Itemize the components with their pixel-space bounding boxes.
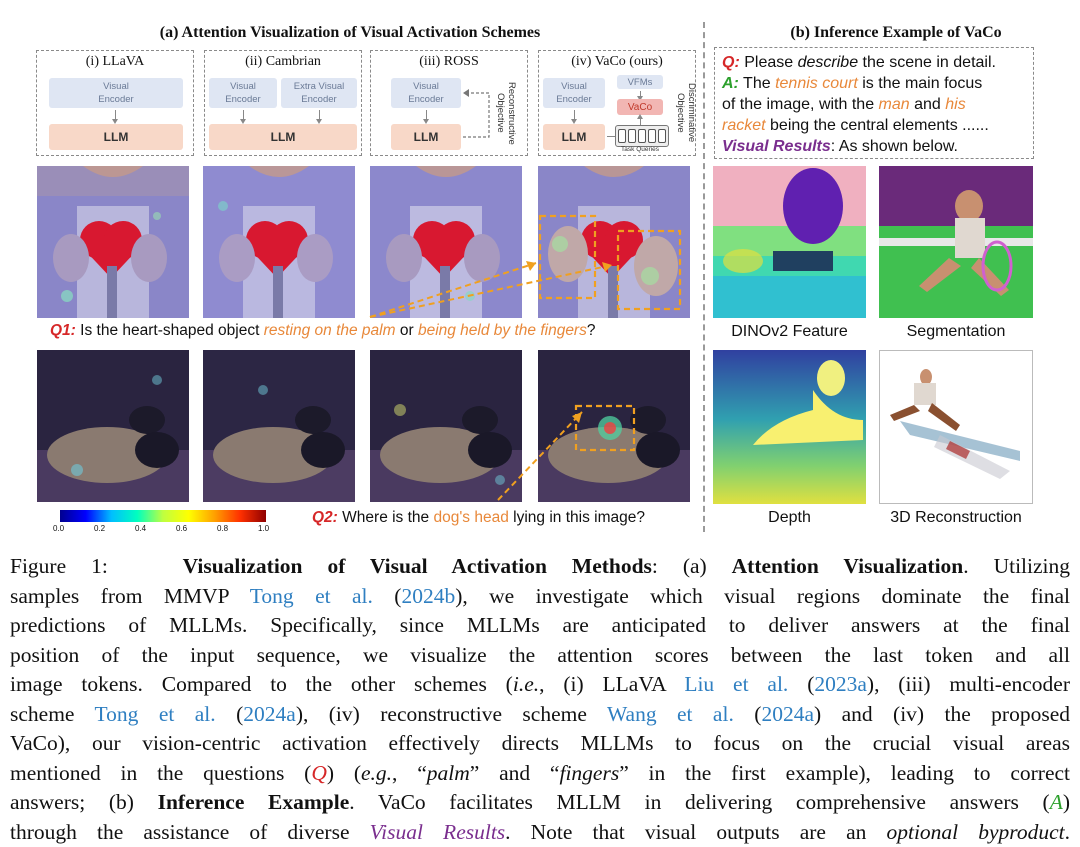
depth-map xyxy=(713,350,866,504)
q2-label: Q2: xyxy=(312,509,338,526)
caption-line: answers; (b) Inference Example. VaCo fac… xyxy=(10,788,1070,818)
inference-q-label: Q: xyxy=(722,54,740,71)
caption-line: image tokens. Compared to the other sche… xyxy=(10,670,1070,700)
citation-link[interactable]: Liu et al. xyxy=(684,672,788,696)
citation-link[interactable]: 2023a xyxy=(814,672,867,696)
question-q2: Q2: Where is the dog's head lying in thi… xyxy=(312,509,645,527)
left-section-header: (a) Attention Visualization of Visual Ac… xyxy=(0,24,700,42)
vaco-block: VaCo xyxy=(617,99,663,115)
vfms-block: VFMs xyxy=(617,75,663,89)
question-q1: Q1: Is the heart-shaped object resting o… xyxy=(50,322,595,340)
citation-link[interactable]: Tong et al. xyxy=(95,702,216,726)
attention-map-llava-q2 xyxy=(37,350,189,502)
heart-photo xyxy=(37,166,189,318)
dinov2-feature-map xyxy=(713,166,866,318)
visual-results-label: Visual Results xyxy=(722,138,831,155)
arrow-icon xyxy=(319,110,320,120)
caption-line: through the assistance of diverse Visual… xyxy=(10,818,1070,847)
panel-title: (ii) Cambrian xyxy=(205,54,361,70)
q2-highlight-dog-head: dog's head xyxy=(433,509,508,526)
reconstruction-3d-image xyxy=(879,350,1033,504)
segmentation-map xyxy=(879,166,1033,318)
arrow-icon xyxy=(574,110,575,120)
citation-link[interactable]: 2024b xyxy=(401,584,455,608)
figure-caption: Figure 1: Visualization of Visual Activa… xyxy=(10,552,1070,847)
llm-block: LLM xyxy=(209,124,357,150)
right-section-header: (b) Inference Example of VaCo xyxy=(712,24,1080,42)
caption-line: scheme Tong et al. (2024a), (iv) reconst… xyxy=(10,700,1070,730)
colorbar-ticks: 0.0 0.2 0.4 0.6 0.8 1.0 xyxy=(45,524,281,536)
dog-photo xyxy=(37,350,189,502)
task-queries-label: Task Queries xyxy=(609,146,671,153)
dog-photo xyxy=(203,350,355,502)
attention-map-cambrian-q1 xyxy=(203,166,355,318)
panel-title: (iii) ROSS xyxy=(371,54,527,70)
attention-map-llava-q1 xyxy=(37,166,189,318)
caption-line: samples from MMVP Tong et al. (2024b), w… xyxy=(10,582,1070,612)
q1-highlight-fingers: being held by the fingers xyxy=(418,322,587,339)
depth-image xyxy=(713,350,866,504)
arrow-icon xyxy=(640,91,641,97)
citation-link[interactable]: 2024a xyxy=(243,702,296,726)
arrow-icon xyxy=(607,136,615,137)
q1-label: Q1: xyxy=(50,322,76,339)
llm-block: LLM xyxy=(391,124,461,150)
caption-line: VaCo), our vision-centric activation eff… xyxy=(10,729,1070,759)
panel-title: (iv) VaCo (ours) xyxy=(539,54,695,70)
arrow-icon xyxy=(115,110,116,120)
heart-photo xyxy=(203,166,355,318)
arrow-icon xyxy=(243,110,244,120)
inference-text: Q: Please describe the scene in detail. … xyxy=(722,52,996,157)
caption-line: position of the input sequence, we visua… xyxy=(10,641,1070,671)
section-divider xyxy=(703,22,705,532)
inference-a-label: A: xyxy=(722,75,739,92)
dinov2-feature-image xyxy=(713,166,866,318)
feedback-arrow-icon xyxy=(461,87,495,143)
citation-link[interactable]: Wang et al. xyxy=(607,702,734,726)
llm-block: LLM xyxy=(49,124,183,150)
point-cloud xyxy=(880,351,1032,503)
q1-highlight-palm: resting on the palm xyxy=(264,322,396,339)
caption-line: mentioned in the questions (Q) (e.g., “p… xyxy=(10,759,1070,789)
result-label-dinov2: DINOv2 Feature xyxy=(713,323,866,341)
arrow-icon xyxy=(426,110,427,120)
result-label-segmentation: Segmentation xyxy=(879,323,1033,341)
q2-pointer-arrow xyxy=(490,390,600,510)
task-queries-block xyxy=(615,125,669,147)
panel-title: (i) LLaVA xyxy=(37,54,193,70)
caption-line: Figure 1: Visualization of Visual Activa… xyxy=(10,552,1070,582)
q1-pointer-arrows xyxy=(360,225,630,325)
segmentation-image xyxy=(879,166,1033,318)
result-label-3d: 3D Reconstruction xyxy=(879,509,1033,527)
caption-line: predictions of MLLMs. Specifically, sinc… xyxy=(10,611,1070,641)
attention-map-cambrian-q2 xyxy=(203,350,355,502)
arrow-up-icon xyxy=(637,114,643,119)
citation-link[interactable]: 2024a xyxy=(761,702,814,726)
attention-colorbar xyxy=(60,510,266,522)
citation-link[interactable]: Tong et al. xyxy=(250,584,373,608)
llm-block: LLM xyxy=(543,124,605,150)
result-label-depth: Depth xyxy=(713,509,866,527)
